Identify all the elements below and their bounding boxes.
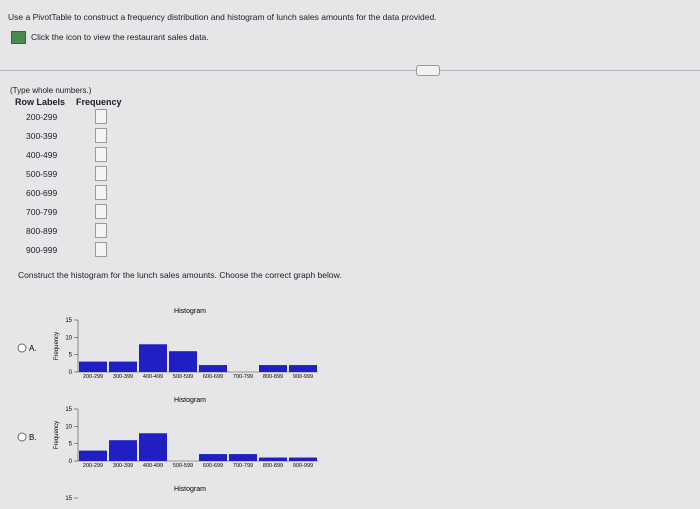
row-label: 900-999 [26, 245, 58, 255]
bar [109, 440, 137, 461]
frequency-input[interactable] [95, 166, 107, 181]
y-axis-label: Frequency [54, 332, 60, 360]
bar [109, 361, 137, 372]
y-tick-label: 10 [65, 335, 72, 341]
chart-title: Histogram [174, 308, 206, 315]
y-tick-label: 0 [69, 459, 73, 465]
row-label: 300-399 [26, 131, 58, 141]
bar [79, 361, 107, 372]
x-tick-label: 600-699 [203, 374, 223, 380]
x-tick-label: 500-599 [173, 463, 193, 469]
frequency-input[interactable] [95, 223, 107, 238]
x-tick-label: 200-299 [83, 463, 103, 469]
bar [259, 457, 287, 461]
frequency-input[interactable] [95, 204, 107, 219]
y-tick-label: 5 [69, 442, 73, 448]
x-tick-label: 800-899 [263, 463, 283, 469]
x-tick-label: 400-499 [143, 463, 163, 469]
y-tick-label: 10 [65, 424, 72, 430]
bar [139, 344, 167, 372]
option-label: A. [29, 344, 37, 353]
x-tick-label: 700-799 [233, 463, 253, 469]
table-header: Frequency [76, 97, 122, 107]
x-tick-label: 400-499 [143, 374, 163, 380]
radio[interactable] [17, 432, 27, 442]
x-tick-label: 300-399 [113, 374, 133, 380]
row-label: 700-799 [26, 207, 58, 217]
x-tick-label: 900-999 [293, 374, 313, 380]
row-label: 600-699 [26, 188, 58, 198]
x-tick-label: 500-599 [173, 374, 193, 380]
option-label: B. [29, 433, 37, 442]
frequency-input[interactable] [95, 242, 107, 257]
y-tick-label: 5 [69, 353, 73, 359]
table-header: Row Labels [15, 97, 66, 107]
frequency-input[interactable] [95, 109, 107, 124]
bar [79, 450, 107, 461]
y-axis-label: Frequency [54, 421, 60, 449]
y-tick-label: 0 [69, 370, 73, 376]
x-tick-label: 800-899 [263, 374, 283, 380]
bar [169, 351, 197, 372]
instruction: (Type whole numbers.) [10, 86, 92, 95]
expand-button[interactable] [416, 65, 440, 76]
row-label: 500-599 [26, 169, 58, 179]
bar [199, 365, 227, 372]
data-icon[interactable] [11, 31, 26, 44]
prompt: Construct the histogram for the lunch sa… [18, 270, 342, 280]
row-label: 800-899 [26, 226, 58, 236]
row-label: 200-299 [26, 112, 58, 122]
question: Use a PivotTable to construct a frequenc… [8, 12, 437, 22]
bar [199, 454, 227, 461]
bar [289, 457, 317, 461]
frequency-input[interactable] [95, 185, 107, 200]
x-tick-label: 200-299 [83, 374, 103, 380]
chart-title: Histogram [174, 486, 206, 493]
y-tick-label: 15 [65, 407, 72, 413]
x-tick-label: 700-799 [233, 374, 253, 380]
y-tick-label: 15 [65, 318, 72, 324]
x-tick-label: 300-399 [113, 463, 133, 469]
x-tick-label: 900-999 [293, 463, 313, 469]
y-tick-label: 15 [65, 496, 72, 502]
bar [229, 454, 257, 461]
row-label: 400-499 [26, 150, 58, 160]
data-link[interactable]: Click the icon to view the restaurant sa… [31, 32, 209, 42]
x-tick-label: 600-699 [203, 463, 223, 469]
frequency-input[interactable] [95, 147, 107, 162]
bar [139, 433, 167, 461]
separator [0, 70, 700, 71]
bar [289, 365, 317, 372]
bar [259, 365, 287, 372]
chart-title: Histogram [174, 397, 206, 404]
radio[interactable] [17, 343, 27, 353]
frequency-input[interactable] [95, 128, 107, 143]
